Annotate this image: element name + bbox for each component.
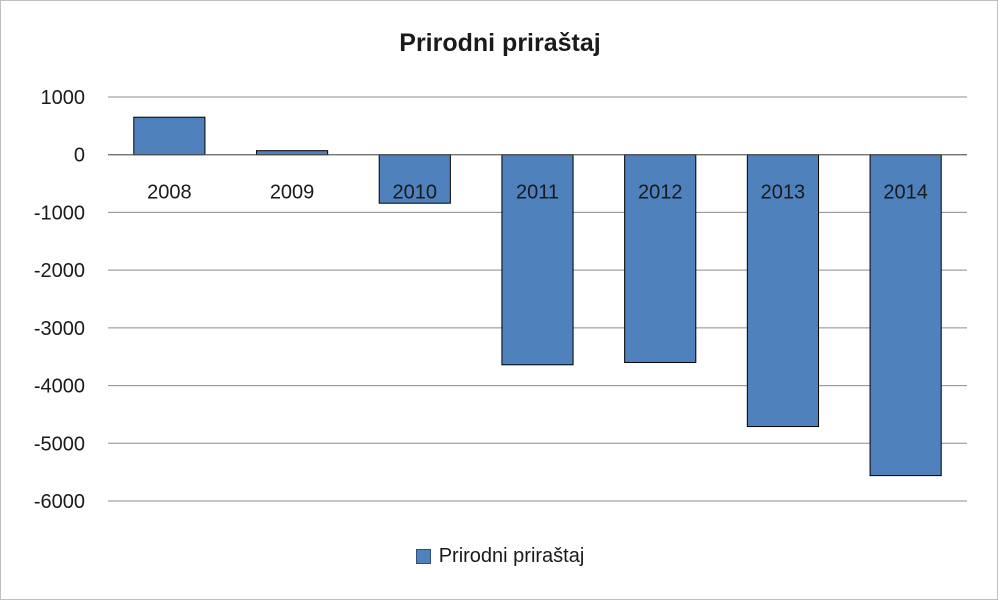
bar [869,154,942,477]
x-tick-label: 2011 [516,182,559,204]
chart-title: Prirodni priraštaj [399,29,601,57]
y-tick-label: 1000 [41,87,86,109]
bar [624,154,697,363]
x-tick-label: 2014 [883,182,928,204]
y-tick-label: -4000 [34,376,85,398]
bar [746,154,820,428]
x-tick-label: 2008 [147,182,192,204]
y-tick-label: -5000 [34,433,85,455]
legend-label: Prirodni priraštaj [438,545,585,567]
bar [133,116,206,156]
x-tick-label: 2013 [761,182,806,204]
x-tick-label: 2010 [393,182,438,204]
y-tick-label: 0 [74,145,85,167]
y-tick-label: -3000 [34,318,85,340]
y-tick-label: -6000 [34,491,85,513]
bar [255,150,329,156]
legend: Prirodni priraštaj [1,545,998,568]
x-tick-label: 2009 [270,182,315,204]
x-tick-label: 2012 [638,182,683,204]
y-tick-label: -2000 [34,260,85,282]
bar [378,154,451,204]
bar [501,154,574,366]
legend-swatch [415,549,431,564]
y-tick-label: -1000 [34,202,85,224]
